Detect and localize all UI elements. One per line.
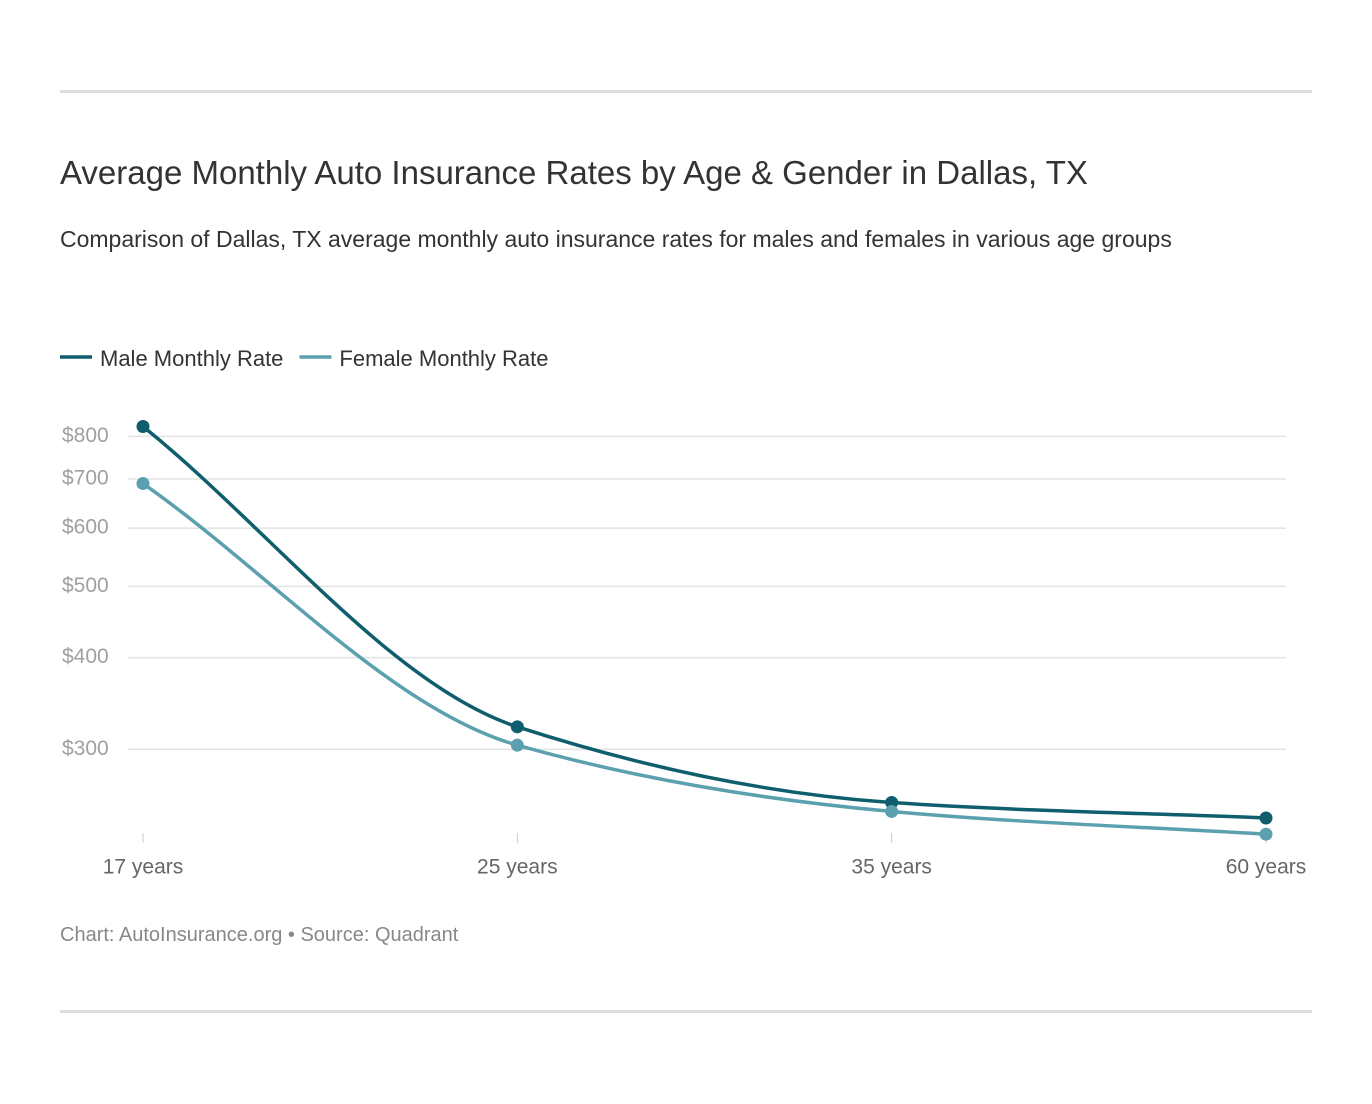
data-point [885,796,899,810]
y-tick-label: $800 [62,424,109,447]
legend-label: Female Monthly Rate [339,346,548,371]
series-line [141,482,1267,836]
y-tick-label: $700 [62,467,109,490]
data-point [136,477,150,491]
x-tick-label: 25 years [477,856,558,879]
data-point [510,720,524,734]
chart-title: Average Monthly Auto Insurance Rates by … [60,154,1088,191]
y-tick-label: $300 [62,737,109,760]
data-point [510,738,524,752]
bottom-rule [60,1010,1312,1013]
x-tick-label: 35 years [851,856,932,879]
x-tick-label: 17 years [103,856,184,879]
legend-label: Male Monthly Rate [100,346,283,371]
data-point [136,420,150,434]
x-tick-label: 60 years [1226,856,1307,879]
y-tick-label: $400 [62,645,109,668]
data-point [1259,811,1273,825]
chart-subtitle: Comparison of Dallas, TX average monthly… [60,226,1172,252]
top-rule [60,90,1312,93]
y-tick-label: $600 [62,516,109,539]
y-tick-label: $500 [62,574,109,597]
chart-credit: Chart: AutoInsurance.org • Source: Quadr… [60,924,459,946]
data-point [1259,827,1273,841]
series-line [141,425,1267,820]
data-point [885,804,899,818]
